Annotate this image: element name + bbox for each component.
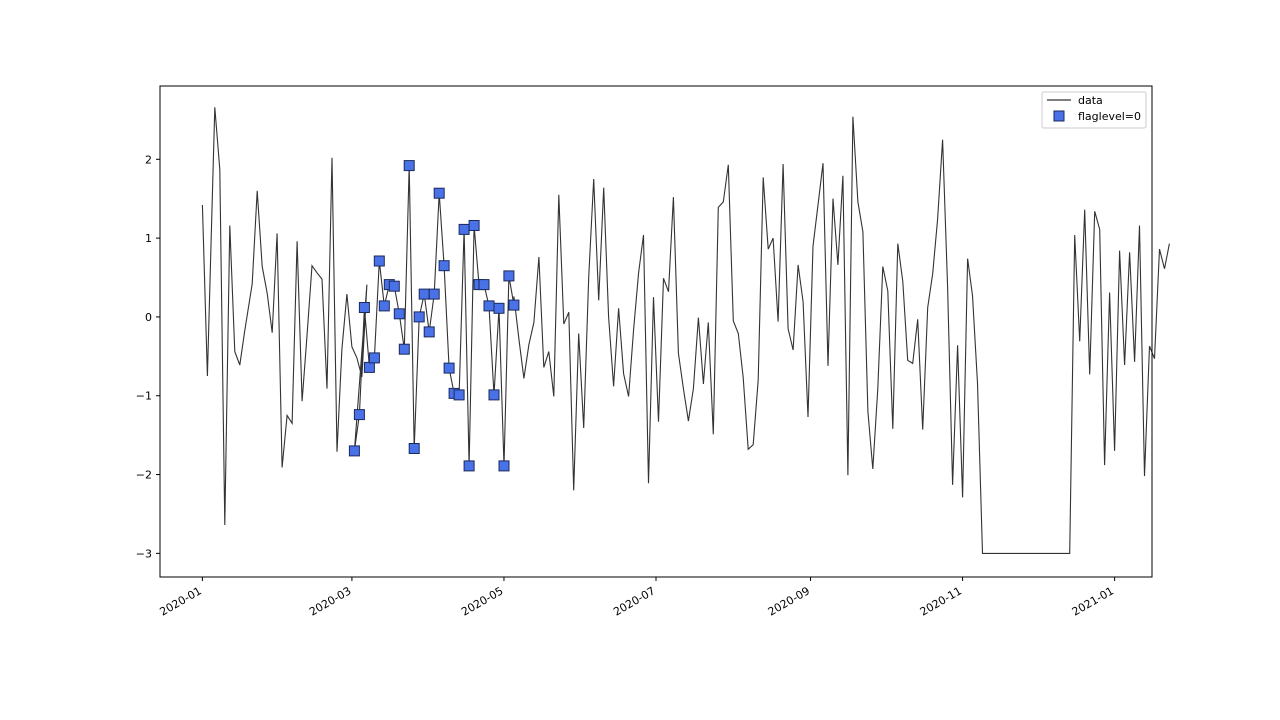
y-axis: −3 −2 −1 0 1 2 [136,153,160,560]
plot-area [201,107,1170,554]
flag-marker-19 [443,362,455,374]
flag-marker-16 [428,288,440,300]
y-tick-label-0: −3 [136,547,152,560]
legend: data flaglevel=0 [1041,91,1147,129]
y-tick-label-3: 0 [145,311,152,324]
flag-marker-12 [408,443,420,454]
flag-marker-15 [423,326,435,338]
flag-marker-1 [353,409,365,421]
flag-marker-0 [348,445,360,457]
flag-marker-18 [438,260,450,272]
flag-marker-21 [453,389,465,401]
y-tick-label-4: 1 [145,232,152,245]
y-tick-label-5: 2 [145,153,152,166]
flag-marker-3 [363,361,375,373]
y-tick-label-1: −2 [136,469,152,482]
flag-marker-29 [493,302,505,314]
flag-marker-22 [458,223,470,235]
flag-marker-5 [373,255,385,267]
legend-marker-sample [1053,110,1065,122]
flag-marker-13 [413,311,425,323]
flag-marker-23 [463,460,475,472]
flag-marker-31 [503,270,515,282]
flag-marker-30 [498,460,510,472]
flag-marker-27 [483,300,495,312]
flag-marker-4 [368,352,380,364]
flag-marker-2 [358,302,370,313]
legend-label-data: data [1078,94,1103,107]
flag-marker-8 [388,280,400,292]
legend-box [1041,91,1147,129]
flag-marker-9 [393,308,405,320]
flag-marker-24 [468,220,480,231]
flag-marker-28 [488,389,500,401]
flag-marker-14 [418,288,430,300]
flag-marker-6 [378,300,390,312]
flag-marker-32 [508,299,520,311]
y-tick-label-2: −1 [136,390,152,403]
legend-label-flaglevel: flaglevel=0 [1078,110,1141,123]
flag-marker-17 [433,187,445,199]
series-line-data [201,107,1170,554]
flag-marker-10 [398,343,410,355]
flag-marker-26 [478,279,490,291]
flag-marker-11 [403,160,415,172]
